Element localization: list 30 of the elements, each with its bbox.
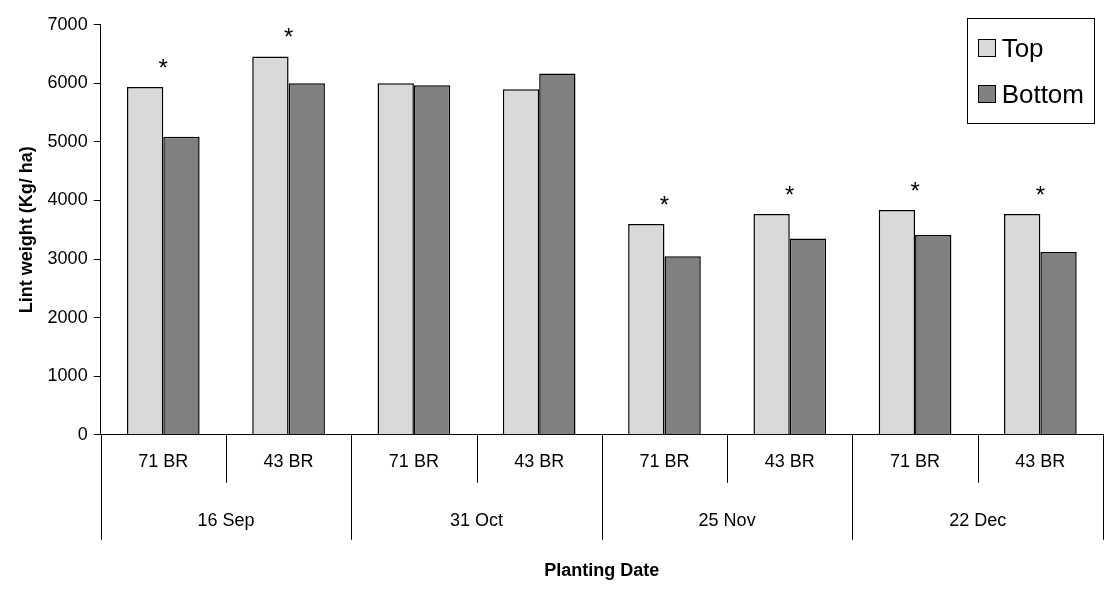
legend-label: Bottom: [1001, 78, 1084, 111]
x-tick-label: 71 BR: [138, 450, 189, 471]
text: 16 Sep: [197, 509, 255, 530]
x-tick-label: 43 BR: [263, 450, 314, 471]
y-tick-label: 4000: [47, 189, 88, 210]
y-tick-label: 2000: [47, 306, 88, 327]
data-label: *: [1035, 180, 1046, 208]
data-label: *: [910, 176, 920, 204]
y-tick-label: 1000: [47, 365, 88, 386]
x-tick-label: 43 BR: [764, 450, 815, 471]
data-label: *: [158, 53, 168, 81]
text: 22 Dec: [949, 509, 1007, 530]
x-tick-label: 71 BR: [639, 450, 690, 471]
x-tick-label: 71 BR: [388, 450, 439, 471]
y-tick-label: 6000: [47, 72, 88, 93]
y-tick-label: 5000: [47, 130, 88, 151]
y-tick-label: 3000: [47, 248, 88, 269]
data-label: *: [785, 180, 795, 208]
x-tick-label: 71 BR: [890, 450, 941, 471]
y-tick-label: 7000: [47, 13, 88, 34]
x-tick-label: 43 BR: [1015, 450, 1066, 471]
y-tick-label: 0: [77, 423, 88, 444]
text: 31 Oct: [450, 509, 504, 530]
data-label: *: [283, 23, 294, 51]
text: 25 Nov: [698, 509, 756, 530]
legend-label: Top: [1001, 32, 1044, 65]
data-label: *: [659, 190, 670, 218]
y-axis-title: Lint weight (Kg/ ha): [15, 146, 36, 314]
x-axis-title: Planting Date: [544, 560, 660, 581]
x-tick-label: 43 BR: [514, 450, 565, 471]
